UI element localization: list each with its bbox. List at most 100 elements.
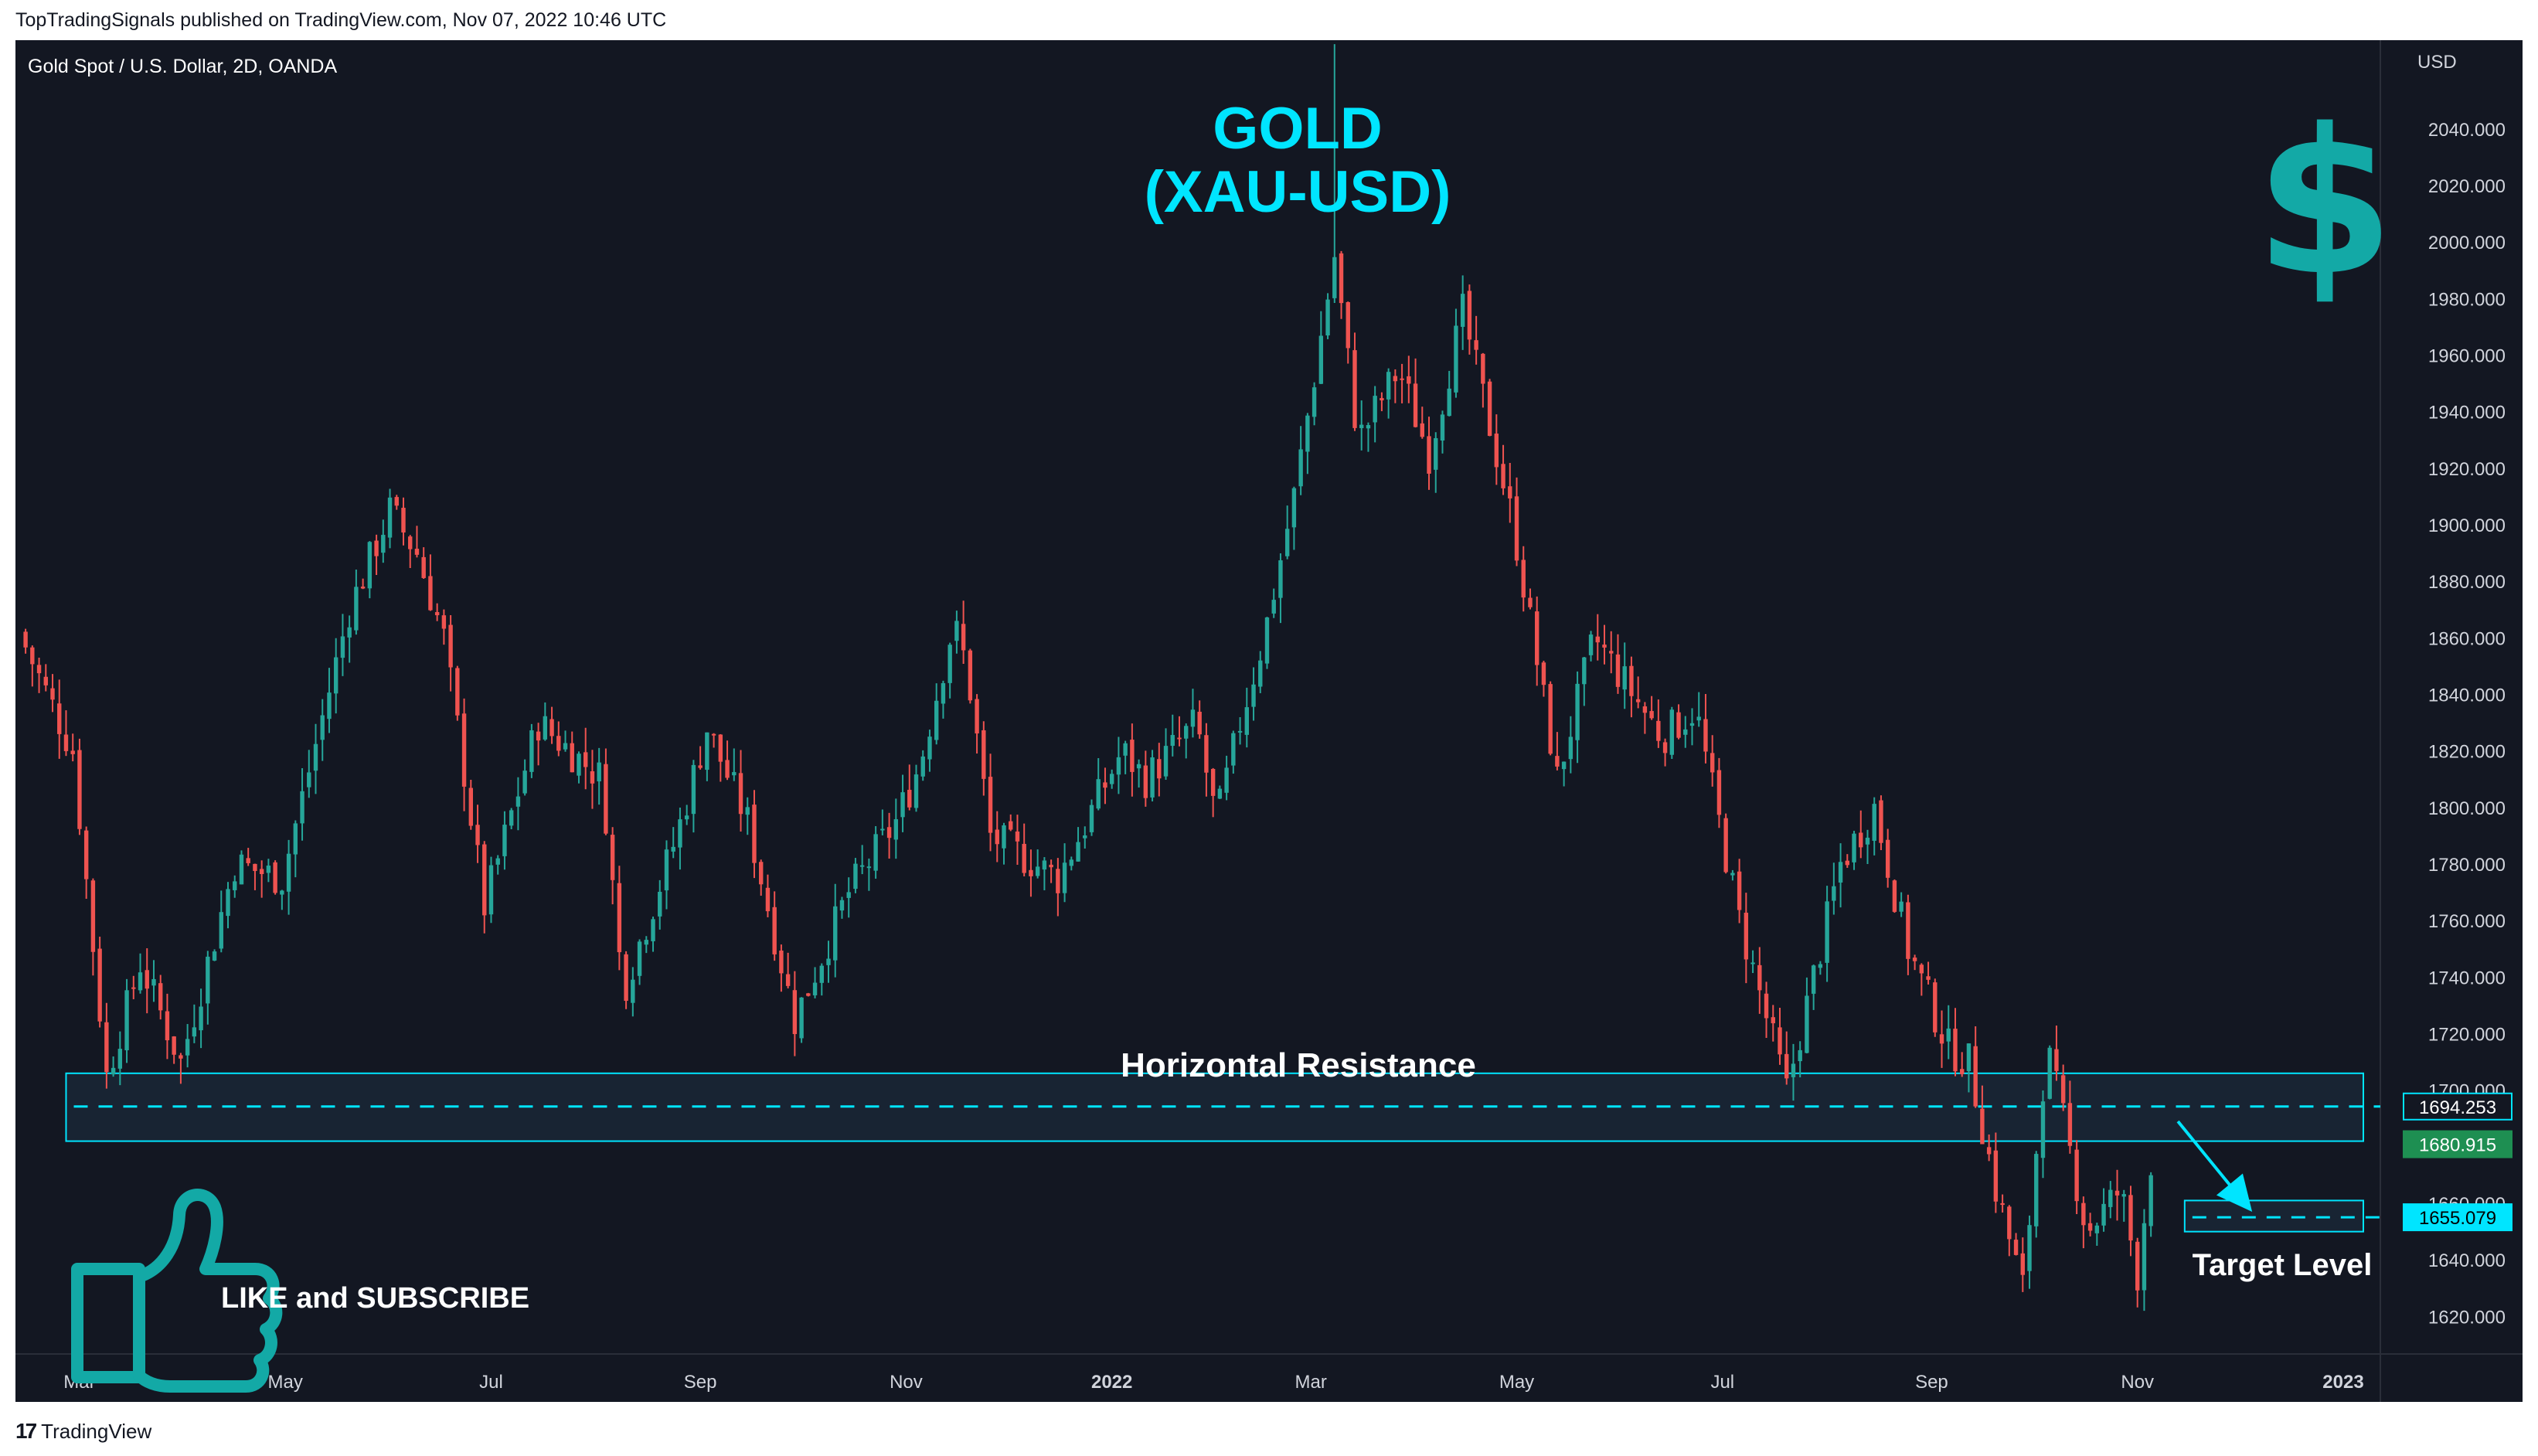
candle-body bbox=[1210, 769, 1216, 796]
chart-panel[interactable]: 1620.0001640.0001660.0001680.0001700.000… bbox=[15, 40, 2523, 1402]
candle-body bbox=[1170, 735, 1175, 747]
candle-body bbox=[1373, 396, 1377, 423]
x-axis[interactable]: Mar May Jul Sep Nov 2022 Mar May Jul Sep Nov 2023 bbox=[63, 1372, 2363, 1393]
candle-body bbox=[1912, 958, 1917, 961]
candle-body bbox=[2094, 1225, 2100, 1233]
candle-body bbox=[1656, 720, 1661, 741]
candle-body bbox=[1096, 779, 1101, 809]
candle-body bbox=[2074, 1149, 2079, 1202]
tradingview-logo[interactable]: 17 TradingView bbox=[15, 1419, 151, 1444]
candle-body bbox=[1609, 651, 1614, 654]
candle-body bbox=[1818, 964, 1823, 968]
candle-body bbox=[1244, 707, 1250, 735]
candle-body bbox=[475, 825, 480, 845]
candle-body bbox=[2108, 1189, 2113, 1207]
candle-body bbox=[307, 772, 311, 788]
candle-body bbox=[246, 858, 250, 863]
candle-body bbox=[631, 979, 635, 1003]
candle-body bbox=[954, 621, 959, 641]
candle-body bbox=[711, 733, 716, 736]
candle-body bbox=[394, 497, 399, 506]
candle-body bbox=[1217, 788, 1223, 799]
candle-body bbox=[1973, 1046, 1978, 1107]
candle-body bbox=[1885, 839, 1890, 878]
candle-body bbox=[23, 631, 28, 648]
candle-body bbox=[941, 682, 946, 704]
candle-body bbox=[1764, 993, 1769, 1019]
candle-body bbox=[2101, 1203, 2106, 1226]
candle-body bbox=[2135, 1241, 2140, 1291]
candle-body bbox=[725, 760, 730, 778]
candle-body bbox=[1116, 757, 1121, 775]
candle-body bbox=[1986, 1147, 1992, 1155]
candle-body bbox=[671, 846, 675, 852]
candle-body bbox=[206, 956, 210, 1004]
candle-body bbox=[1689, 723, 1695, 726]
candle-body bbox=[886, 827, 892, 839]
price-chart[interactable]: 1620.0001640.0001660.0001680.0001700.000… bbox=[15, 40, 2523, 1402]
candle-body bbox=[705, 732, 709, 771]
candle-body bbox=[859, 865, 865, 867]
candle-body bbox=[354, 587, 359, 631]
candle-body bbox=[1649, 711, 1654, 719]
candle-body bbox=[2081, 1203, 2086, 1226]
candle-body bbox=[1184, 726, 1189, 739]
candle-body bbox=[1588, 634, 1594, 655]
candle-body bbox=[2007, 1206, 2012, 1240]
candle-body bbox=[1352, 350, 1357, 428]
candle-body bbox=[1757, 964, 1762, 991]
dollar-sign-icon: $ bbox=[2255, 87, 2395, 320]
candle-body bbox=[1966, 1043, 1972, 1071]
y-tick-label: 1940.000 bbox=[2428, 403, 2506, 424]
candle-body bbox=[819, 965, 824, 983]
candle-body bbox=[1325, 299, 1330, 336]
candle-body bbox=[1534, 611, 1539, 665]
candle-body bbox=[219, 912, 223, 949]
candle-body bbox=[199, 1006, 203, 1031]
candle-body bbox=[1960, 1069, 1965, 1074]
candle-body bbox=[738, 773, 743, 815]
candle-body bbox=[448, 624, 453, 668]
candle-body bbox=[1838, 862, 1843, 883]
candle-body bbox=[1575, 683, 1580, 740]
candle-body bbox=[1143, 765, 1148, 798]
candle-body bbox=[1291, 488, 1297, 528]
candle-body bbox=[313, 743, 318, 771]
candle-body bbox=[570, 743, 574, 773]
tradingview-logo-icon: 17 bbox=[15, 1419, 37, 1443]
candle-body bbox=[1481, 353, 1485, 384]
y-tick-label: 1780.000 bbox=[2428, 855, 2506, 876]
thumbs-up-icon[interactable] bbox=[71, 1189, 283, 1393]
candle-body bbox=[374, 540, 379, 556]
candle-body bbox=[1723, 818, 1728, 873]
overlay-layer bbox=[2176, 1120, 2253, 1213]
candle-body bbox=[1508, 486, 1512, 498]
price-label-text: 1694.253 bbox=[2419, 1097, 2496, 1118]
candle-body bbox=[1933, 982, 1938, 1032]
candle-body bbox=[151, 978, 156, 986]
candle-body bbox=[1204, 735, 1209, 773]
candle-body bbox=[529, 730, 534, 772]
candle-body bbox=[226, 889, 230, 917]
candle-body bbox=[1845, 860, 1850, 866]
candle-body bbox=[765, 887, 771, 912]
candle-body bbox=[1278, 560, 1283, 598]
candle-body bbox=[1791, 1063, 1796, 1077]
candle-body bbox=[1062, 862, 1067, 893]
like-subscribe-label: LIKE and SUBSCRIBE bbox=[221, 1282, 529, 1315]
candle-body bbox=[97, 948, 102, 1022]
candle-body bbox=[1069, 859, 1074, 866]
candle-body bbox=[1629, 665, 1634, 696]
candle-body bbox=[1872, 804, 1876, 841]
price-label-box bbox=[2403, 1130, 2512, 1158]
candle-body bbox=[732, 772, 737, 776]
candle-body bbox=[1582, 657, 1587, 685]
candle-body bbox=[1642, 706, 1648, 713]
y-tick-label: 1620.000 bbox=[2428, 1307, 2506, 1328]
candle-body bbox=[192, 1027, 197, 1037]
candle-body bbox=[138, 972, 143, 991]
candle-body bbox=[1251, 684, 1256, 707]
candle-body bbox=[1859, 832, 1863, 848]
candle-body bbox=[947, 645, 952, 683]
candle-body bbox=[866, 866, 872, 869]
